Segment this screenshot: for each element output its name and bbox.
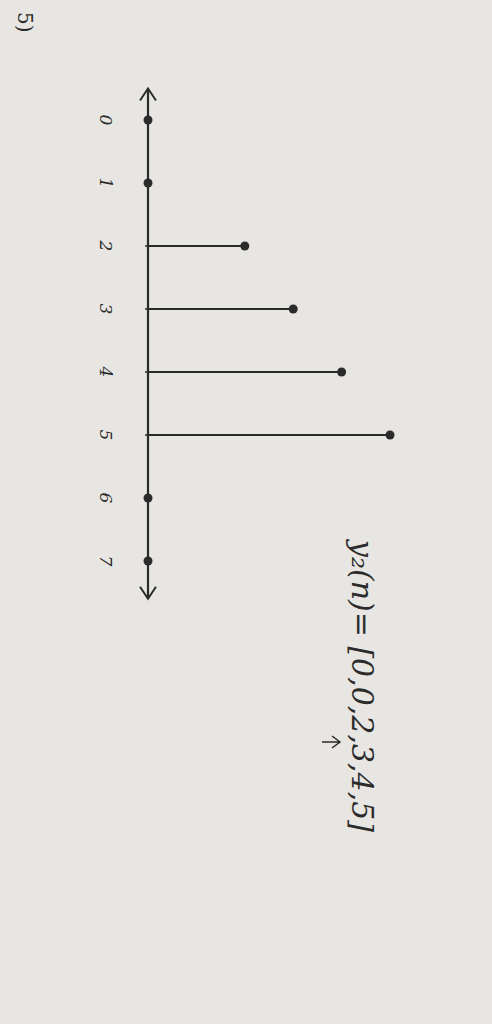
- stem-line: [148, 434, 390, 436]
- stem-dot: [144, 179, 153, 188]
- x-tick-label: 6: [96, 493, 116, 504]
- title: y₂(n)= [0,0,2,3,4,5]: [345, 538, 380, 832]
- x-tick-label: 7: [96, 556, 116, 567]
- stem-line: [148, 308, 293, 310]
- stem-dot: [289, 305, 298, 314]
- x-tick-label: 3: [96, 304, 116, 315]
- page: 0 1 2 3 4 5 6 7 y₂(n)= [0,0,2,3,4,5] 5): [0, 0, 492, 1024]
- stem-dot: [337, 368, 346, 377]
- annotation: 5): [13, 12, 37, 33]
- stem-line: [148, 371, 342, 373]
- x-tick-label: 5: [96, 430, 116, 441]
- stem-dot: [144, 494, 153, 503]
- x-tick-label: 1: [96, 178, 116, 189]
- axis-arrow: [140, 587, 156, 599]
- axis-arrow: [140, 89, 156, 101]
- x-axis: [147, 89, 149, 599]
- rotated-chart: 0 1 2 3 4 5 6 7 y₂(n)= [0,0,2,3,4,5] 5): [13, 12, 395, 832]
- stem-dot: [144, 557, 153, 566]
- background: [0, 0, 492, 1024]
- stems: [144, 116, 395, 566]
- stem-line: [148, 245, 245, 247]
- stem-dot: [240, 242, 249, 251]
- x-tick-label: 0: [96, 115, 116, 126]
- x-tick-label: 2: [96, 240, 116, 252]
- stem-dot: [144, 116, 153, 125]
- x-tick-label: 4: [96, 366, 116, 378]
- origin-arrow: [322, 736, 340, 748]
- stem-dot: [386, 431, 395, 440]
